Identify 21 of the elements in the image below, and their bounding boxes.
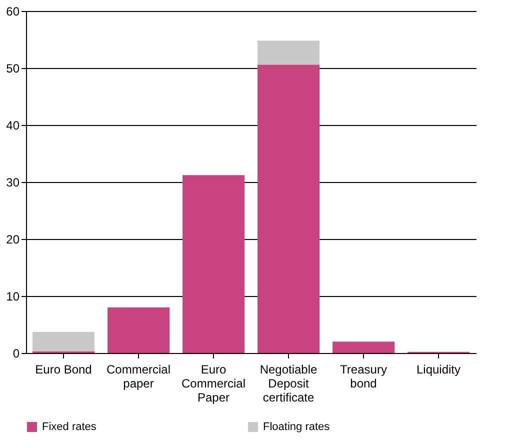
bar <box>258 64 320 353</box>
y-tick-label: 30 <box>6 176 20 190</box>
x-tick-label: Commercial paper <box>106 362 171 390</box>
x-tick-label: Negotiable Deposit certificate <box>260 362 318 404</box>
x-tick-label: Euro Commercial Paper <box>181 362 246 404</box>
y-tick-label: 60 <box>6 4 20 18</box>
y-tick-label: 10 <box>6 290 20 304</box>
bar <box>258 40 320 65</box>
x-tick-label: Euro Bond <box>35 362 92 376</box>
bar <box>182 175 244 353</box>
y-tick-label: 0 <box>12 346 20 360</box>
y-tick-label: 40 <box>6 118 20 132</box>
y-tick-label: 50 <box>6 62 20 76</box>
x-tick-label: Treasury bond <box>340 362 387 390</box>
x-tick-label: Liquidity <box>416 362 461 376</box>
bar <box>32 332 94 352</box>
legend-label: Fixed rates <box>42 421 97 433</box>
y-tick-label: 20 <box>6 232 20 246</box>
bar <box>108 307 170 353</box>
legend-label: Floating rates <box>263 421 330 433</box>
bar <box>332 342 394 353</box>
